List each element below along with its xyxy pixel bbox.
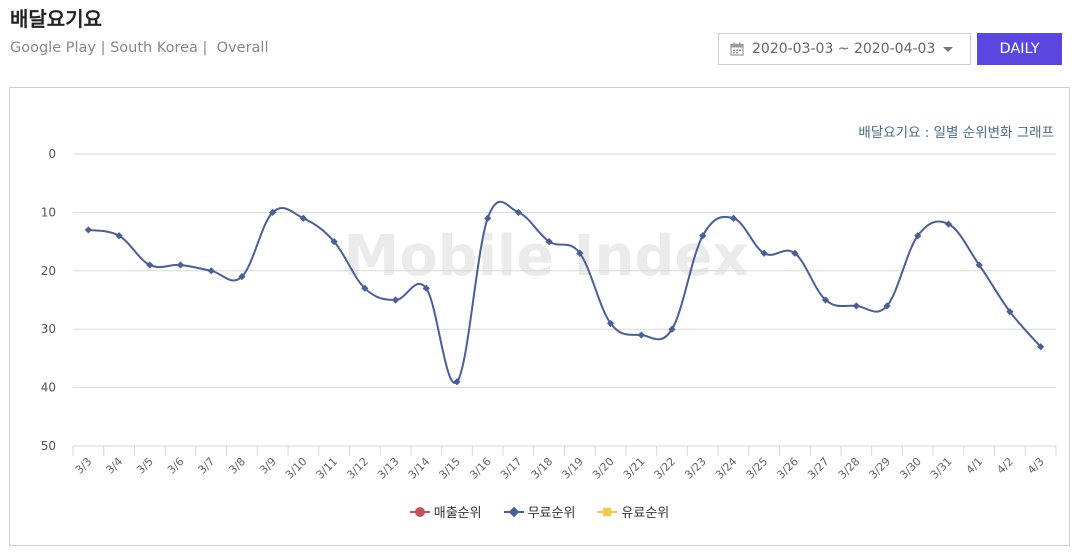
app-title: 배달요기요 xyxy=(10,7,102,31)
data-point xyxy=(822,296,830,304)
y-tick-label: 10 xyxy=(41,205,56,219)
y-tick-label: 30 xyxy=(41,322,56,336)
legend-item[interactable]: 매출순위 xyxy=(409,502,482,521)
data-point xyxy=(1006,308,1014,316)
x-tick-label: 3/13 xyxy=(375,455,402,482)
rank-chart: 배달요기요 : 일별 순위변화 그래프 Mobile Index 0 10 20 30 4… xyxy=(9,87,1070,546)
data-point xyxy=(84,226,92,234)
y-tick-label: 50 xyxy=(41,439,56,453)
x-tick-label: 3/24 xyxy=(713,455,740,482)
y-tick-label: 20 xyxy=(41,264,56,278)
x-tick-label: 3/7 xyxy=(196,455,218,477)
daily-button[interactable]: DAILY xyxy=(977,33,1062,65)
x-tick-label: 4/3 xyxy=(1025,455,1047,477)
data-point xyxy=(269,208,277,216)
x-tick-label: 3/18 xyxy=(529,455,556,482)
data-point xyxy=(453,378,461,386)
data-point xyxy=(115,232,123,240)
x-tick-label: 3/11 xyxy=(314,455,341,482)
y-tick-label: 40 xyxy=(41,381,56,395)
x-tick-label: 3/4 xyxy=(103,455,125,477)
x-tick-label: 3/3 xyxy=(73,455,95,477)
data-point xyxy=(944,220,953,228)
x-tick-label: 3/26 xyxy=(774,455,801,482)
legend-label: 매출순위 xyxy=(433,506,482,521)
x-tick-label: 3/9 xyxy=(257,455,279,477)
x-tick-label: 3/28 xyxy=(836,455,863,482)
x-tick-label: 3/6 xyxy=(165,455,187,477)
x-tick-label: 3/10 xyxy=(283,455,310,482)
x-tick-label: 3/21 xyxy=(621,455,648,482)
chevron-down-icon xyxy=(943,46,954,52)
data-point xyxy=(760,249,768,257)
x-tick-label: 3/15 xyxy=(436,455,463,482)
data-point xyxy=(361,284,369,292)
chart-legend: 매출순위 무료순위 유료순위 xyxy=(10,502,1069,521)
data-point xyxy=(176,261,185,269)
x-tick-label: 3/20 xyxy=(590,455,617,482)
legend-item[interactable]: 무료순위 xyxy=(503,502,576,521)
x-tick-label: 3/30 xyxy=(897,455,924,482)
x-tick-label: 3/27 xyxy=(805,455,832,482)
x-tick-label: 3/23 xyxy=(682,455,709,482)
data-point xyxy=(1037,343,1045,351)
x-tick-label: 3/14 xyxy=(406,455,433,482)
app-subtitle: Google Play | South Korea | Overall xyxy=(10,40,269,56)
legend-marker-icon xyxy=(597,507,618,517)
calendar-icon xyxy=(730,42,744,56)
x-tick-label: 4/2 xyxy=(994,455,1016,477)
y-tick-label: 0 xyxy=(48,147,56,161)
data-point xyxy=(729,214,738,222)
data-point xyxy=(391,296,400,304)
data-point xyxy=(576,249,584,257)
data-point xyxy=(852,302,860,310)
x-tick-label: 3/16 xyxy=(467,455,494,482)
data-point xyxy=(514,208,523,216)
data-point xyxy=(299,214,307,222)
data-point xyxy=(914,232,922,240)
date-range-value: 2020-03-03 ~ 2020-04-03 xyxy=(752,41,936,57)
chart-title: 배달요기요 : 일별 순위변화 그래프 xyxy=(858,125,1054,141)
x-tick-label: 3/8 xyxy=(226,455,248,477)
date-range-picker[interactable]: 2020-03-03 ~ 2020-04-03 xyxy=(718,33,971,65)
legend-label: 무료순위 xyxy=(527,506,576,521)
x-tick-label: 4/1 xyxy=(964,455,986,477)
data-point xyxy=(422,284,430,292)
x-tick-label: 3/19 xyxy=(559,455,586,482)
data-point xyxy=(238,273,246,281)
x-tick-label: 3/17 xyxy=(498,455,525,482)
legend-item[interactable]: 유료순위 xyxy=(597,502,669,521)
legend-marker-icon xyxy=(409,506,430,517)
data-point xyxy=(545,238,553,246)
legend-label: 유료순위 xyxy=(621,506,670,521)
x-tick-label: 3/25 xyxy=(744,455,771,482)
data-point xyxy=(668,325,676,333)
x-tick-label: 3/22 xyxy=(651,455,678,482)
x-tick-label: 3/5 xyxy=(134,455,156,477)
legend-marker-icon xyxy=(503,506,524,517)
data-point xyxy=(484,214,492,222)
data-point xyxy=(606,319,615,327)
data-point xyxy=(637,331,645,339)
chart-plot-area: Mobile Index 0 10 20 30 40 50 3/3 3/4 3/5 3/6 3/7 3/… xyxy=(41,147,1057,482)
data-point xyxy=(699,232,707,240)
chart-watermark: Mobile Index xyxy=(343,224,748,289)
data-point xyxy=(330,238,338,246)
data-point xyxy=(791,249,799,257)
x-tick-label: 3/12 xyxy=(344,455,371,482)
x-tick-label: 3/29 xyxy=(867,455,894,482)
data-point xyxy=(207,267,215,275)
x-tick-label: 3/31 xyxy=(928,455,955,482)
